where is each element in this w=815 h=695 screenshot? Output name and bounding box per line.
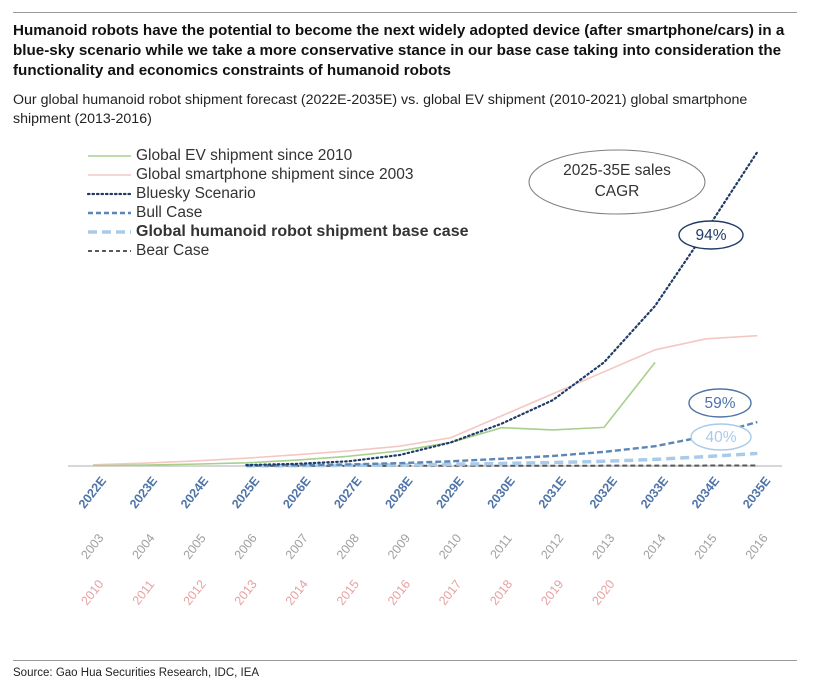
x-tick-label-smartphone: 2016 [743, 531, 771, 562]
x-tick-label-smartphone: 2013 [589, 531, 617, 562]
x-tick-label-smartphone: 2012 [538, 531, 566, 562]
legend-label-bear: Bear Case [136, 242, 209, 259]
legend-label-ev: Global EV shipment since 2010 [136, 147, 353, 164]
series-line-bluesky [245, 150, 759, 467]
legend-label-smartphone: Global smartphone shipment since 2003 [136, 166, 413, 183]
x-tick-label-forecast: 2025E [229, 474, 262, 511]
x-tick-label-ev: 2020 [589, 577, 617, 608]
legend-label-bull: Bull Case [136, 204, 202, 221]
x-tick-label-smartphone: 2014 [640, 531, 668, 562]
x-tick-label-forecast: 2033E [638, 474, 671, 511]
cagr-value-bull: 59% [704, 395, 735, 412]
page-title: Humanoid robots have the potential to be… [13, 22, 785, 79]
x-tick-label-ev: 2016 [385, 577, 413, 608]
cagr-bubble-bluesky [678, 220, 744, 250]
x-tick-label-ev: 2010 [78, 577, 106, 608]
x-tick-label-ev: 2011 [130, 578, 158, 608]
cagr-title-line: 2025-35E sales [563, 162, 671, 179]
x-tick-label-ev: 2015 [334, 577, 362, 608]
x-tick-label-ev: 2013 [232, 577, 260, 608]
x-tick-label-smartphone: 2010 [436, 531, 464, 562]
x-tick-label-forecast: 2035E [740, 474, 773, 511]
series-line-smartphone [92, 334, 758, 466]
series-line-bull [246, 420, 758, 467]
x-tick-label-smartphone: 2015 [692, 531, 720, 562]
x-tick-label-forecast: 2034E [689, 474, 722, 511]
x-tick-label-forecast: 2032E [587, 474, 620, 511]
x-tick-label-ev: 2019 [538, 577, 566, 608]
x-tick-label-forecast: 2031E [536, 474, 569, 511]
bottom-rule [13, 660, 797, 661]
cagr-title-line: CAGR [595, 183, 640, 200]
x-tick-label-smartphone: 2006 [232, 531, 260, 562]
cagr-ellipse [528, 149, 706, 215]
x-tick-label-forecast: 2028E [382, 474, 415, 511]
cagr-value-base: 40% [705, 429, 736, 446]
x-tick-label-smartphone: 2008 [334, 531, 362, 562]
page-subtitle: Our global humanoid robot shipment forec… [13, 92, 748, 127]
x-tick-label-forecast: 2029E [433, 474, 466, 511]
x-tick-label-ev: 2012 [181, 577, 209, 608]
x-tick-label-smartphone: 2007 [283, 531, 311, 562]
x-tick-label-ev: 2018 [487, 577, 515, 608]
x-tick-label-forecast: 2030E [485, 474, 518, 511]
cagr-value-bluesky: 94% [695, 227, 726, 244]
x-tick-label-ev: 2017 [436, 577, 464, 608]
legend-label-base: Global humanoid robot shipment base case [136, 223, 469, 240]
x-tick-label-smartphone: 2009 [385, 531, 413, 562]
x-tick-label-smartphone: 2011 [487, 532, 515, 562]
x-tick-label-forecast: 2023E [127, 474, 160, 511]
x-tick-label-forecast: 2022E [76, 474, 109, 511]
x-tick-label-smartphone: 2004 [129, 531, 157, 562]
legend-label-bluesky: Bluesky Scenario [136, 185, 256, 202]
source-note: Source: Gao Hua Securities Research, IDC… [13, 667, 260, 679]
top-rule [13, 12, 797, 13]
x-tick-label-smartphone: 2005 [181, 531, 209, 562]
x-tick-label-smartphone: 2003 [78, 531, 106, 562]
x-tick-label-forecast: 2027E [331, 474, 364, 511]
cagr-bubble-base [690, 423, 752, 451]
x-tick-label-ev: 2014 [283, 577, 311, 608]
x-tick-label-forecast: 2024E [178, 474, 211, 511]
cagr-bubble-bull [688, 388, 752, 418]
series-line-ev [92, 361, 656, 467]
x-tick-label-forecast: 2026E [280, 474, 313, 511]
